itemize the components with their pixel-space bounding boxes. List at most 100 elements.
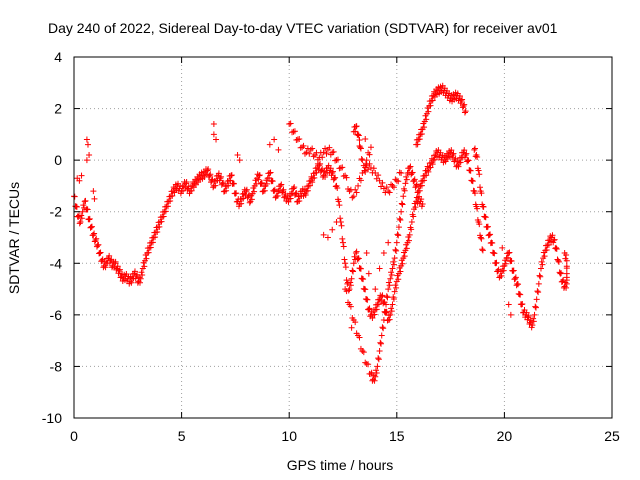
data-point	[353, 123, 360, 130]
data-point	[291, 184, 298, 191]
data-point	[71, 193, 78, 200]
data-point	[479, 246, 486, 253]
data-point	[525, 313, 532, 320]
data-point	[387, 275, 394, 282]
data-point	[333, 157, 340, 164]
data-point	[86, 216, 93, 223]
data-point	[395, 276, 402, 283]
data-point	[352, 128, 359, 135]
data-point	[372, 367, 379, 374]
data-point	[330, 148, 337, 155]
data-point	[167, 198, 174, 205]
data-point	[340, 239, 346, 246]
x-axis-label: GPS time / hours	[287, 457, 394, 473]
data-point	[230, 180, 237, 187]
data-point	[352, 319, 359, 326]
data-point	[258, 179, 265, 186]
data-point	[234, 151, 241, 158]
data-point	[421, 177, 428, 184]
data-point	[326, 144, 333, 151]
data-point	[251, 188, 258, 195]
data-point	[385, 286, 392, 293]
data-point	[279, 189, 286, 196]
data-point	[332, 183, 339, 190]
data-point	[367, 371, 374, 378]
data-point	[114, 263, 121, 270]
data-point	[290, 128, 297, 135]
data-point	[149, 239, 156, 246]
data-point	[533, 296, 540, 303]
data-point	[357, 177, 364, 184]
x-tick-label: 5	[178, 428, 186, 444]
data-point	[492, 260, 499, 267]
data-point	[392, 246, 399, 253]
data-point	[93, 235, 100, 242]
data-point	[225, 182, 232, 189]
data-point	[454, 158, 461, 165]
data-point	[543, 247, 550, 254]
data-point	[388, 181, 395, 188]
data-point	[205, 173, 212, 180]
data-point	[461, 101, 468, 108]
data-point	[346, 188, 353, 195]
data-point	[362, 359, 369, 366]
data-point	[356, 334, 363, 341]
data-point	[359, 157, 366, 164]
data-point	[379, 324, 386, 331]
data-point	[86, 215, 93, 222]
data-point	[91, 230, 98, 237]
y-tick-label: -2	[50, 204, 63, 220]
data-point	[476, 221, 483, 228]
data-point	[332, 157, 339, 164]
data-point	[280, 186, 287, 193]
data-point	[347, 282, 354, 289]
data-point	[365, 166, 372, 173]
data-point	[505, 301, 512, 308]
data-point	[407, 163, 414, 170]
data-point	[355, 131, 362, 138]
data-point	[275, 146, 282, 153]
data-point	[393, 177, 400, 184]
data-point	[322, 173, 329, 180]
data-point	[449, 151, 456, 158]
data-point	[184, 186, 191, 193]
data-point	[243, 188, 250, 195]
data-point	[362, 160, 369, 167]
data-point	[255, 176, 262, 183]
data-point	[320, 231, 327, 238]
data-point	[476, 171, 483, 178]
data-point	[406, 231, 413, 238]
data-point	[339, 235, 346, 242]
data-point	[79, 208, 86, 215]
data-point	[233, 190, 240, 197]
y-tick-label: 2	[54, 101, 62, 117]
data-point	[342, 264, 349, 271]
data-point	[507, 311, 514, 318]
data-point	[378, 340, 385, 347]
data-point	[350, 268, 357, 275]
data-point	[523, 309, 530, 316]
data-point	[411, 176, 418, 183]
data-point	[303, 149, 310, 156]
data-point	[84, 206, 91, 213]
y-tick-label: -6	[50, 307, 63, 323]
data-point	[204, 167, 211, 174]
data-point	[248, 196, 255, 203]
data-point	[414, 141, 421, 148]
data-point	[391, 288, 398, 295]
data-point	[131, 268, 138, 275]
data-point	[369, 314, 376, 321]
data-point	[352, 186, 359, 193]
data-point	[372, 286, 379, 293]
data-point	[389, 301, 396, 308]
data-point	[416, 136, 423, 143]
data-point	[147, 244, 154, 251]
data-point	[256, 172, 263, 179]
data-point	[375, 356, 382, 363]
data-point	[164, 203, 171, 210]
data-point	[400, 193, 407, 200]
data-point	[385, 239, 392, 246]
y-tick-label: 4	[54, 49, 62, 65]
data-point	[458, 97, 465, 104]
data-points	[71, 82, 570, 384]
